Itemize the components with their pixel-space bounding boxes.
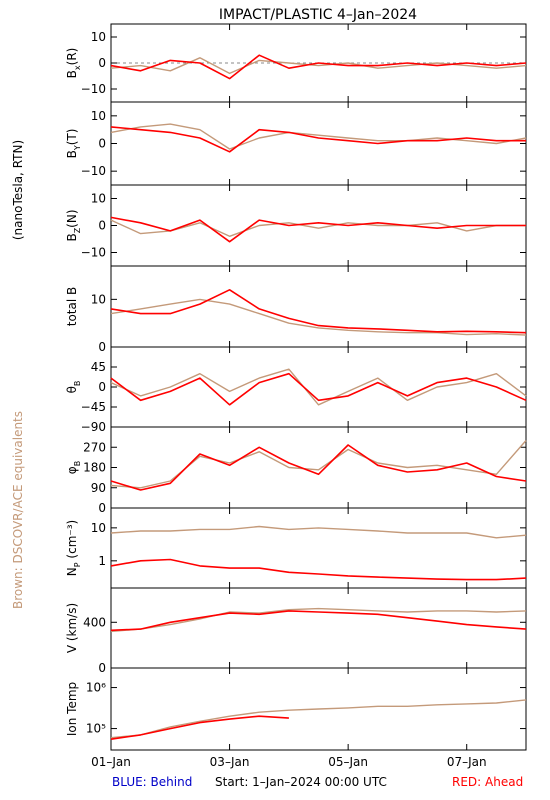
panel-bx: 10 0 −10 Bx(R) [65,23,527,103]
ylabel-by: BY(T) [65,129,82,159]
panel-by: 10 0 −10 BY(T) [65,101,527,186]
series-theta-ahead [110,372,527,406]
xtick-label-0: 01–Jan [91,755,131,769]
panel-v: 400 0 V (km/s) [65,587,527,675]
xtick-label-2: 05–Jan [328,755,368,769]
series-temp-earth [110,699,527,739]
ytick-label-phi-0: 270 [83,440,106,454]
ytick-label-bx-1: 0 [98,56,106,70]
ytick-label-theta-3: −90 [81,420,106,434]
series-theta-earth [110,368,527,406]
ylabel-np: NP (cm⁻³) [65,520,82,576]
series-by-ahead [110,126,526,153]
series-bz-earth [110,219,526,238]
ytick-label-np-0: 10 [91,521,106,535]
panels-group: 100−10Bx(R)100−10BY(T)100−10BZ(N)100tota… [65,23,527,751]
footer-start: Start: 1–Jan–2024 00:00 UTC [215,775,387,789]
ytick-label-btot-1: 0 [98,340,106,354]
series-bz-ahead [110,216,526,243]
panel-phi: 270 180 90 0 φB [65,426,527,515]
series-btot-earth [110,298,527,336]
legend-behind: BLUE: Behind [112,775,192,789]
panel-np: 10 1 NP (cm⁻³) [65,507,527,589]
series-np-earth [110,525,527,539]
series-v-ahead [110,610,527,632]
panel-temp: 10⁶ 10⁵ Ion Temp [65,667,527,751]
ytick-label-by-1: 0 [98,137,106,151]
panel-frame-phi [110,426,527,509]
ytick-label-phi-1: 180 [83,461,106,475]
panel-frame-v [110,587,527,669]
ylabel-bx: Bx(R) [65,48,82,79]
ytick-label-v-1: 0 [98,661,106,675]
series-by-earth [110,123,527,150]
ytick-label-bx-0: 10 [91,30,106,44]
panel-frame-temp [110,667,527,751]
series-bx-earth [110,57,527,75]
ytick-label-temp-0: 10⁶ [86,681,106,695]
ylabel-btot: total B [65,287,79,327]
series-v-earth [110,607,527,633]
series-phi-ahead [110,444,527,491]
series-temp-ahead [110,715,289,740]
panel-theta: 45 0 −45 −90 θB [65,346,527,434]
xtick-label-1: 03–Jan [210,755,250,769]
ylabel-phi: φB [65,461,82,474]
ytick-label-theta-0: 45 [91,360,106,374]
panel-frame-by [110,101,527,186]
series-np-ahead [110,558,527,581]
ytick-label-bz-1: 0 [98,219,106,233]
ytick-label-temp-1: 10⁵ [86,722,106,736]
ytick-label-phi-3: 0 [98,501,106,515]
plot-title: IMPACT/PLASTIC 4–Jan–2024 [219,7,417,23]
ytick-label-theta-1: 0 [98,380,106,394]
ytick-label-bz-0: 10 [91,192,106,206]
ytick-label-bx-2: −10 [81,82,106,96]
panel-frame-np [110,507,527,589]
panel-bz: 10 0 −10 BZ(N) [65,184,527,267]
series-btot-ahead [110,288,527,334]
ytick-label-v-0: 400 [83,615,106,629]
ytick-label-phi-2: 90 [91,481,106,495]
xtick-label-3: 07–Jan [447,755,487,769]
ylabel-bz: BZ(N) [65,209,82,241]
legend-ahead: RED: Ahead [452,775,523,789]
ylabel-v: V (km/s) [65,603,79,653]
ytick-label-by-0: 10 [91,109,106,123]
ylabel-temp: Ion Temp [65,682,79,736]
left-label-top: (nanoTesla, RTN) [11,140,25,240]
ylabel-theta: θB [65,381,82,394]
ytick-label-bz-2: −10 [81,246,106,260]
panel-btot: 10 0 total B [65,265,527,354]
ytick-label-by-2: −10 [81,164,106,178]
left-label-bottom: Brown: DSCOVR/ACE equivalents [11,411,25,609]
ytick-label-theta-2: −45 [81,400,106,414]
x-axis: 01–Jan 03–Jan 05–Jan 07–Jan [91,755,486,769]
ytick-label-btot-0: 10 [91,292,106,306]
series-bx-ahead [110,54,527,80]
ytick-label-np-1: 1 [98,554,106,568]
panel-frame-theta [110,346,527,428]
